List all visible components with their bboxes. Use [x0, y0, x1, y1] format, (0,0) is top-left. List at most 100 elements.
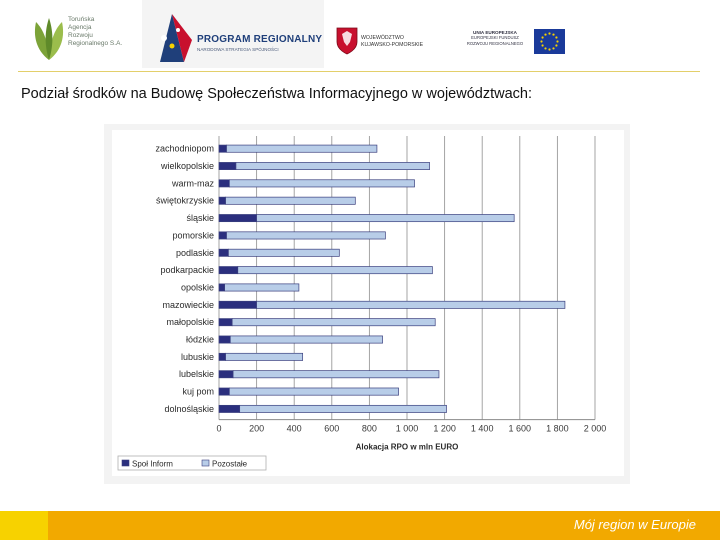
category-label: warm-maz: [171, 178, 214, 188]
category-label: śląskie: [186, 213, 214, 223]
category-label: pomorskie: [172, 230, 214, 240]
bar-pozostale: [229, 335, 383, 344]
x-tick-label: 0: [216, 424, 221, 434]
bar-pozostale: [256, 300, 566, 309]
x-tick-label: 800: [362, 424, 377, 434]
eu-star: [555, 44, 558, 47]
footer-accent: [0, 511, 48, 540]
bar-pozostale: [228, 387, 399, 396]
eu-star: [548, 48, 551, 51]
bar-spol-inform: [218, 179, 230, 188]
bar-spol-inform: [218, 231, 227, 240]
bar-spol-inform: [218, 144, 227, 153]
agency-line: Toruńska: [68, 16, 95, 23]
x-tick-label: 2 000: [584, 424, 607, 434]
x-tick-label: 400: [287, 424, 302, 434]
logo-bar: Toruńska Agencja Rozwoju Regionalnego S.…: [0, 0, 720, 72]
voivodeship-line: WOJEWÓDZTWO: [361, 35, 404, 41]
category-label: małopolskie: [166, 317, 214, 327]
x-tick-label: 200: [249, 424, 264, 434]
eu-star: [556, 40, 559, 43]
bar-pozostale: [225, 196, 356, 205]
x-tick-label: 1 400: [471, 424, 494, 434]
x-tick-label: 1 200: [433, 424, 456, 434]
x-tick-label: 1 800: [546, 424, 569, 434]
eu-flag-icon: [534, 29, 565, 54]
bar-pozostale: [224, 283, 300, 292]
eu-star: [552, 47, 555, 50]
category-label: wielkopolskie: [160, 161, 214, 171]
x-tick-label: 1 600: [509, 424, 532, 434]
bar-spol-inform: [218, 387, 230, 396]
bar-pozostale: [228, 248, 340, 257]
agency-line: Regionalnego S.A.: [68, 40, 123, 47]
eu-logo: UNIA EUROPEJSKA EUROPEJSKI FUNDUSZ ROZWO…: [454, 24, 570, 60]
allocation-chart: 0 200 400 600 800 1 000 1 200 1 400 1 600 1 800 2 …: [104, 124, 630, 484]
footer-slogan: Mój region w Europie: [573, 517, 696, 532]
agency-logo: Toruńska Agencja Rozwoju Regionalnego S.…: [30, 14, 138, 64]
category-label: kuj pom: [182, 387, 214, 397]
bar-spol-inform: [218, 196, 226, 205]
category-label: opolskie: [181, 282, 214, 292]
voivodeship-logo: WOJEWÓDZTWO KUJAWSKO-POMORSKIE: [333, 22, 448, 62]
legend-swatch: [201, 459, 210, 467]
bar-spol-inform: [218, 162, 237, 170]
legend-label: Pozostałe: [212, 460, 248, 469]
legend-box: [117, 455, 267, 471]
footer-bar: Mój region w Europie: [0, 511, 720, 540]
category-label: lubuskie: [181, 352, 214, 362]
agency-line: Rozwoju: [68, 32, 93, 39]
bar-spol-inform: [218, 283, 225, 292]
eu-star: [552, 33, 555, 36]
category-label: łódzkie: [186, 335, 214, 345]
bar-pozostale: [226, 144, 378, 153]
legend-swatch: [121, 459, 130, 467]
eu-star: [541, 44, 544, 47]
slide-title: Podział środków na Budowę Społeczeństwa …: [21, 86, 532, 102]
chart-svg: 0 200 400 600 800 1 000 1 200 1 400 1 600 1 800 2 …: [104, 124, 630, 484]
program-subtitle: NARODOWA STRATEGIA SPÓJNOŚCI: [197, 47, 279, 52]
bar-spol-inform: [218, 404, 241, 413]
voivodeship-line: KUJAWSKO-POMORSKIE: [361, 42, 424, 48]
category-label: lubelskie: [179, 369, 214, 379]
bar-pozostale: [228, 179, 415, 188]
bar-pozostale: [232, 370, 440, 379]
eu-line: ROZWOJU REGIONALNEGO: [466, 40, 524, 46]
bar-spol-inform: [218, 352, 226, 361]
bar-pozostale: [237, 266, 433, 275]
program-emblem-icon: [160, 14, 192, 62]
bar-pozostale: [225, 352, 304, 361]
legend-label: Społ Inform: [132, 460, 173, 469]
x-tick-label: 1 000: [396, 424, 419, 434]
x-tick-label: 600: [324, 424, 339, 434]
bar-spol-inform: [218, 318, 233, 327]
eu-star: [540, 40, 543, 43]
category-label: zachodniopom: [155, 144, 214, 154]
bar-pozostale: [226, 231, 386, 240]
eu-star: [544, 33, 547, 36]
eu-line: UNIA EUROPEJSKA: [473, 30, 517, 35]
x-axis-title: Alokacja RPO w mln EURO: [356, 443, 459, 452]
bar-pozostale: [235, 162, 430, 170]
header-divider: [18, 71, 700, 72]
bar-spol-inform: [218, 300, 257, 309]
category-label: podlaskie: [176, 248, 214, 258]
eu-star: [555, 36, 558, 39]
bar-pozostale: [231, 318, 436, 327]
category-label: świętokrzyskie: [156, 196, 214, 206]
eu-star: [548, 32, 551, 35]
program-title: PROGRAM REGIONALNY: [197, 34, 323, 45]
eu-star: [544, 47, 547, 50]
agency-line: Agencja: [68, 24, 92, 31]
coat-of-arms-icon: [336, 27, 358, 55]
program-regionalny-logo: PROGRAM REGIONALNY NARODOWA STRATEGIA SP…: [142, 0, 324, 68]
bar-spol-inform: [218, 266, 239, 275]
category-label: mazowieckie: [162, 300, 214, 310]
bar-spol-inform: [218, 214, 257, 223]
bar-spol-inform: [218, 370, 234, 379]
bar-pozostale: [256, 214, 515, 223]
category-label: podkarpackie: [160, 265, 214, 275]
bar-pozostale: [239, 404, 447, 413]
bar-spol-inform: [218, 335, 231, 344]
bar-spol-inform: [218, 248, 229, 257]
